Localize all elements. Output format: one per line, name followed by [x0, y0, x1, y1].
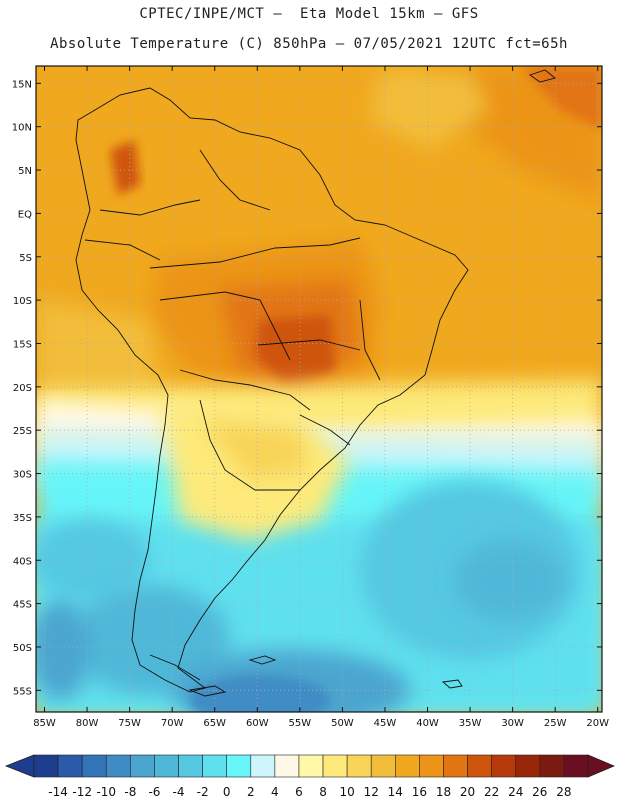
lon-label: 20W [586, 718, 609, 729]
colorbar-swatch [467, 754, 492, 778]
colorbar-label: 0 [223, 785, 231, 799]
colorbar-label: 6 [295, 785, 303, 799]
lon-label: 40W [416, 718, 439, 729]
colorbar-swatch [298, 754, 324, 778]
colorbar-label: 20 [460, 785, 475, 799]
colorbar-swatch [563, 754, 589, 778]
colorbar-swatch [322, 754, 348, 778]
lat-label: 10N [12, 123, 32, 134]
colorbar-arrow-right [587, 754, 616, 778]
lat-label: 55S [13, 686, 32, 697]
colorbar-label: -10 [96, 785, 116, 799]
lat-label: 35S [13, 513, 32, 524]
lon-label: 85W [33, 718, 56, 729]
colorbar-label: 22 [484, 785, 499, 799]
colorbar-swatch [250, 754, 276, 778]
map-frame [35, 65, 603, 713]
colorbar: -14 -12 -10 -8 -6 -4 -2 0 2 4 6 8 10 12 14 16 18 20 22 24 26… [4, 754, 616, 799]
colorbar-swatch [395, 754, 420, 778]
lon-label: 75W [118, 718, 141, 729]
lon-label: 45W [374, 718, 397, 729]
latitude-axis: 15N 10N 5N EQ 5S 10S 15S 20S 25S 30S 35S 40S 45S 50S 5… [12, 79, 602, 697]
colorbar-label: 26 [532, 785, 547, 799]
lat-label: 45S [13, 600, 32, 611]
lat-label: 15S [13, 339, 32, 350]
colorbar-arrow-left [4, 754, 35, 778]
coastline [75, 87, 469, 693]
lon-label: 50W [331, 718, 354, 729]
colorbar-swatch [130, 754, 155, 778]
colorbar-label: 10 [339, 785, 354, 799]
lon-label: 70W [161, 718, 184, 729]
colorbar-swatch [539, 754, 565, 778]
lon-label: 55W [289, 718, 312, 729]
lat-label: 5S [19, 253, 32, 264]
lat-label: 20S [13, 383, 32, 394]
colorbar-label: 14 [388, 785, 403, 799]
longitude-axis: 85W 80W 75W 70W 65W 60W 55W 50W 45W 40W 35W 30W 25W 2… [33, 66, 609, 729]
colorbar-label: 16 [412, 785, 427, 799]
colorbar-label: -14 [48, 785, 68, 799]
colorbar-swatch [105, 754, 131, 778]
colorbar-label: 18 [436, 785, 451, 799]
colorbar-swatch [515, 754, 541, 778]
colorbar-swatch [370, 754, 396, 778]
lon-label: 30W [501, 718, 524, 729]
colorbar-swatch [226, 754, 252, 778]
islands [188, 69, 556, 697]
colorbar-swatch [419, 754, 444, 778]
colorbar-swatch [346, 754, 372, 778]
colorbar-swatch [154, 754, 179, 778]
colorbar-label: 8 [319, 785, 327, 799]
colorbar-label: 24 [508, 785, 523, 799]
colorbar-label: 4 [271, 785, 279, 799]
title-line-1: CPTEC/INPE/MCT – Eta Model 15km – GFS [139, 6, 479, 22]
colorbar-swatch [81, 754, 107, 778]
lon-label: 25W [544, 718, 567, 729]
colorbar-swatch [274, 754, 300, 778]
colorbar-label: -2 [197, 785, 209, 799]
colorbar-swatch [178, 754, 203, 778]
colorbar-label: 2 [247, 785, 255, 799]
colorbar-label: 12 [364, 785, 379, 799]
lon-label: 60W [246, 718, 269, 729]
lat-label: 5N [18, 166, 32, 177]
colorbar-swatch [443, 754, 468, 778]
colorbar-label: -4 [173, 785, 185, 799]
title-line-2: Absolute Temperature (C) 850hPa – 07/05/… [50, 36, 568, 52]
colorbar-label: 28 [556, 785, 571, 799]
colorbar-label: -12 [72, 785, 92, 799]
colorbar-swatch [33, 754, 59, 778]
colorbar-label: -6 [148, 785, 160, 799]
lat-label: 25S [13, 426, 32, 437]
lat-label: 15N [12, 79, 32, 90]
lat-label: 40S [13, 556, 32, 567]
colorbar-swatch [57, 754, 83, 778]
temperature-field [36, 66, 602, 712]
lat-label: 10S [13, 296, 32, 307]
colorbar-swatch [202, 754, 227, 778]
lon-label: 65W [203, 718, 226, 729]
lat-label: EQ [18, 209, 32, 220]
colorbar-swatch [491, 754, 517, 778]
lat-label: 30S [13, 470, 32, 481]
colorbar-label: -8 [124, 785, 136, 799]
lon-label: 80W [76, 718, 99, 729]
lon-label: 35W [459, 718, 482, 729]
lat-label: 50S [13, 643, 32, 654]
